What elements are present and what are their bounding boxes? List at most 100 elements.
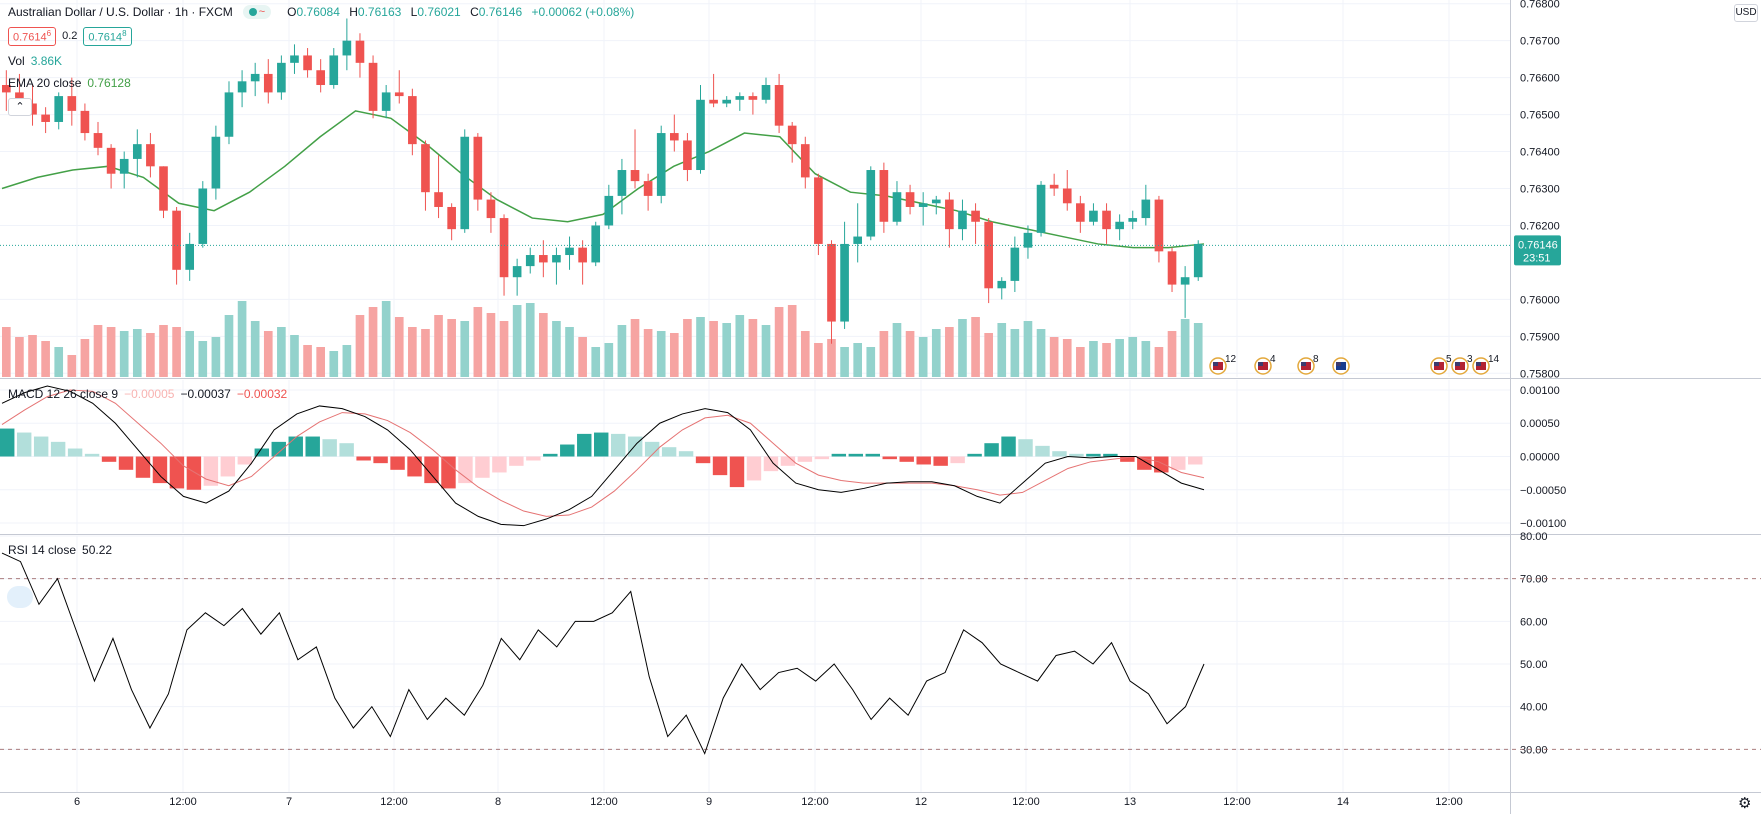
ohlc-values: O0.76084 H0.76163 L0.76021 C0.76146 +0.0… [287,5,635,19]
rsi-legend[interactable]: RSI 14 close 50.22 [8,543,112,557]
ema-legend[interactable]: EMA 20 close 0.76128 [8,76,131,90]
rsi-axis-label: 40.00 [1520,702,1548,714]
volume-bar [840,347,849,377]
volume-bar [447,319,456,377]
candle [447,206,456,230]
volume-bar [1049,337,1059,377]
volume-bar [945,327,954,377]
candle [132,144,142,159]
macd-histogram-bar [1069,453,1084,457]
volume-bar [958,319,967,377]
macd-histogram-bar [33,436,49,457]
rsi-label: RSI 14 close [8,543,77,557]
change-value: +0.00062 (+0.08%) [531,5,635,19]
volume-bar [539,313,548,377]
price-axis-label: 0.75800 [1520,368,1560,380]
candle [971,210,980,222]
macd-histogram-bar [1171,456,1186,470]
macd-histogram-bar [594,432,609,457]
volume-legend[interactable]: Vol 3.86K [8,54,62,68]
volume-bar [1193,323,1203,377]
macd-histogram-bar [984,443,999,457]
volume-bar [159,325,168,377]
candle [604,195,614,226]
macd-histogram-bar [169,456,185,489]
candle [1036,184,1046,233]
volume-bar [132,329,142,377]
collapse-legend-button[interactable]: ⌃ [8,98,32,116]
candle [1193,243,1203,278]
macd-histogram-bar [220,456,236,477]
event-count: 12 [1225,354,1237,365]
volume-bar [617,325,627,377]
volume-bar [787,305,797,377]
candle [421,144,430,193]
volume-bar [971,317,980,377]
candle [1010,247,1020,281]
candle [394,92,404,97]
candle [277,62,286,93]
candle [814,177,823,244]
currency-button[interactable]: USD [1734,4,1758,22]
volume-bar [54,347,64,377]
volume-bar [355,315,365,377]
volume-bar [434,315,443,377]
macd-histogram-bar [305,436,320,457]
volume-bar [290,335,299,377]
candle [1049,184,1059,189]
candle [853,236,863,244]
volume-bar [643,329,653,377]
macd-histogram-bar [16,432,32,457]
macd-histogram-bar [577,433,592,457]
market-open-dot [248,8,257,16]
macd-histogram-bar [712,456,728,476]
price-axis-label: 0.76600 [1520,73,1560,85]
buy-button[interactable]: 0.76148 [83,27,132,46]
candle [93,133,103,148]
volume-bar [1010,329,1020,377]
event-count: 5 [1446,354,1452,365]
macd-histogram-bar [967,453,982,457]
volume-bar [735,315,745,377]
macd-histogram-bar [509,456,524,466]
us-flag-icon [1430,357,1448,375]
macd-signal-line [1,389,1205,517]
volume-bar [106,327,116,377]
candle [106,147,116,174]
time-axis-label: 9 [706,796,712,808]
candle [709,99,718,104]
volume-bar [80,339,90,377]
gear-icon[interactable]: ⚙ [1738,795,1752,812]
macd-histogram-bar [101,456,117,462]
volume-bar [381,301,391,377]
macd-histogram-bar [1120,456,1135,462]
macd-histogram-bar [1001,436,1016,457]
macd-histogram-bar [271,441,286,457]
rsi-line [1,552,1205,755]
macd-histogram-bar [729,456,745,488]
candle [41,114,50,122]
event-count: 4 [1270,354,1276,365]
macd-histogram-bar [814,456,830,460]
us-flag-icon [1451,357,1469,375]
market-status-indicator[interactable]: ~ [242,5,272,19]
price-axis-label: 0.76200 [1520,220,1560,232]
volume-bar [591,347,601,377]
candle [80,110,90,134]
event-count: 8 [1313,354,1319,365]
candle [1115,221,1124,230]
candle [918,203,928,207]
volume-bar [224,315,234,377]
time-axis-label: 14 [1337,796,1349,808]
close-value: 0.76146 [478,5,523,19]
macd-legend[interactable]: MACD 12 26 close 9 −0.00005 −0.00037 −0.… [8,387,287,401]
tradingview-logo-icon[interactable] [7,586,33,608]
sell-button[interactable]: 0.76146 [8,27,57,46]
time-axis-label: 12:00 [801,796,829,808]
rsi-axis-label: 80.00 [1520,531,1548,543]
volume-bar [1102,343,1111,377]
ema-label: EMA 20 close [8,76,82,90]
volume-bar [1089,341,1098,377]
candle [656,133,666,196]
